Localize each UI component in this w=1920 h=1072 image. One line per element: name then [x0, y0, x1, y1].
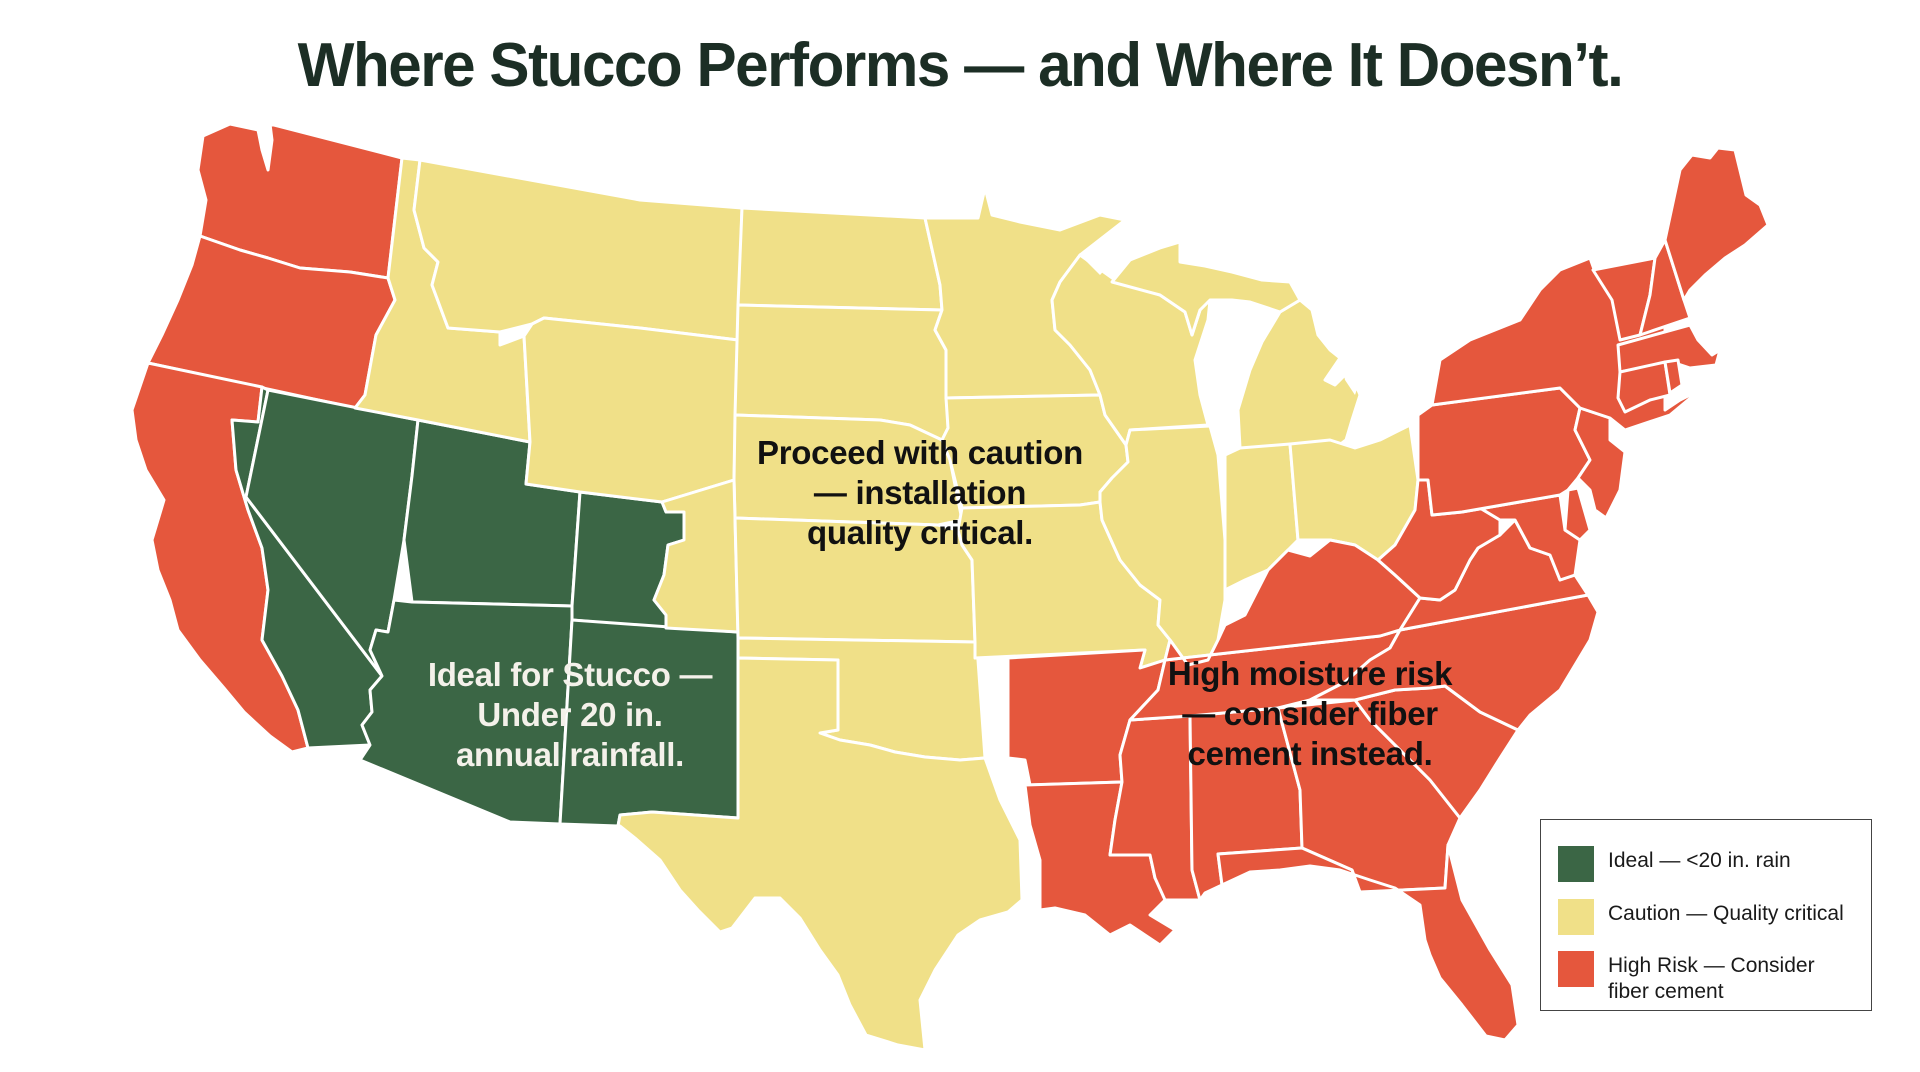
page-title: Where Stucco Performs — and Where It Doe…	[297, 31, 1624, 100]
state-wyoming[interactable]	[522, 316, 740, 504]
legend-label-risk: High Risk — Consider	[1608, 954, 1815, 977]
risk-label-line: — consider fiber	[1182, 695, 1438, 732]
legend-label-caution: Caution — Quality critical	[1608, 902, 1844, 925]
state-new-jersey[interactable]	[1573, 406, 1627, 520]
state-north-dakota[interactable]	[736, 206, 944, 312]
state-pennsylvania[interactable]	[1416, 386, 1592, 517]
state-kentucky[interactable]	[1163, 538, 1422, 667]
state-montana[interactable]	[412, 158, 744, 342]
lake-michigan	[1205, 300, 1262, 455]
ideal-label-line: Under 20 in.	[477, 696, 663, 733]
ideal-color-swatch	[1558, 846, 1594, 882]
legend-item-caution: Caution — Quality critical	[1558, 899, 1844, 935]
lake-superior	[1080, 215, 1160, 275]
caution-label-line: quality critical.	[807, 514, 1033, 551]
map-legend: Ideal — <20 in. rain Caution — Quality c…	[1540, 819, 1872, 1011]
risk-color-swatch	[1558, 951, 1594, 987]
risk-label-line: cement instead.	[1187, 735, 1433, 772]
state-north-carolina[interactable]	[1308, 593, 1600, 732]
legend-label-ideal: Ideal — <20 in. rain	[1608, 849, 1791, 872]
ideal-label-line: annual rainfall.	[455, 736, 685, 773]
state-delaware[interactable]	[1563, 486, 1592, 542]
state-rhode-island[interactable]	[1663, 358, 1684, 395]
lake-huron-bay	[1340, 350, 1360, 395]
caution-zone-label: Proceed with caution — installation qual…	[720, 433, 1120, 553]
state-maine[interactable]	[1663, 146, 1770, 302]
caution-interior-group	[353, 156, 1420, 1052]
caution-label-line: — installation	[813, 474, 1027, 511]
caution-color-swatch	[1558, 899, 1594, 935]
state-michigan-upper[interactable]	[1110, 240, 1302, 337]
legend-item-ideal: Ideal — <20 in. rain	[1558, 846, 1791, 882]
legend-label-risk-cont: fiber cement	[1608, 980, 1724, 1003]
caution-label-line: Proceed with caution	[757, 434, 1083, 471]
risk-zone-label: High moisture risk — consider fiber ceme…	[1140, 654, 1480, 774]
ideal-zone-label: Ideal for Stucco — Under 20 in. annual r…	[390, 655, 750, 775]
ideal-label-line: Ideal for Stucco —	[427, 656, 713, 693]
risk-label-line: High moisture risk	[1167, 655, 1453, 692]
ideal-southwest-group	[230, 385, 740, 828]
state-michigan[interactable]	[1236, 298, 1362, 454]
legend-item-risk: High Risk — Consider fiber cement	[1558, 951, 1815, 1005]
state-florida[interactable]	[1216, 843, 1520, 1042]
state-texas[interactable]	[616, 656, 1024, 1052]
risk-east-group	[1006, 146, 1770, 1042]
